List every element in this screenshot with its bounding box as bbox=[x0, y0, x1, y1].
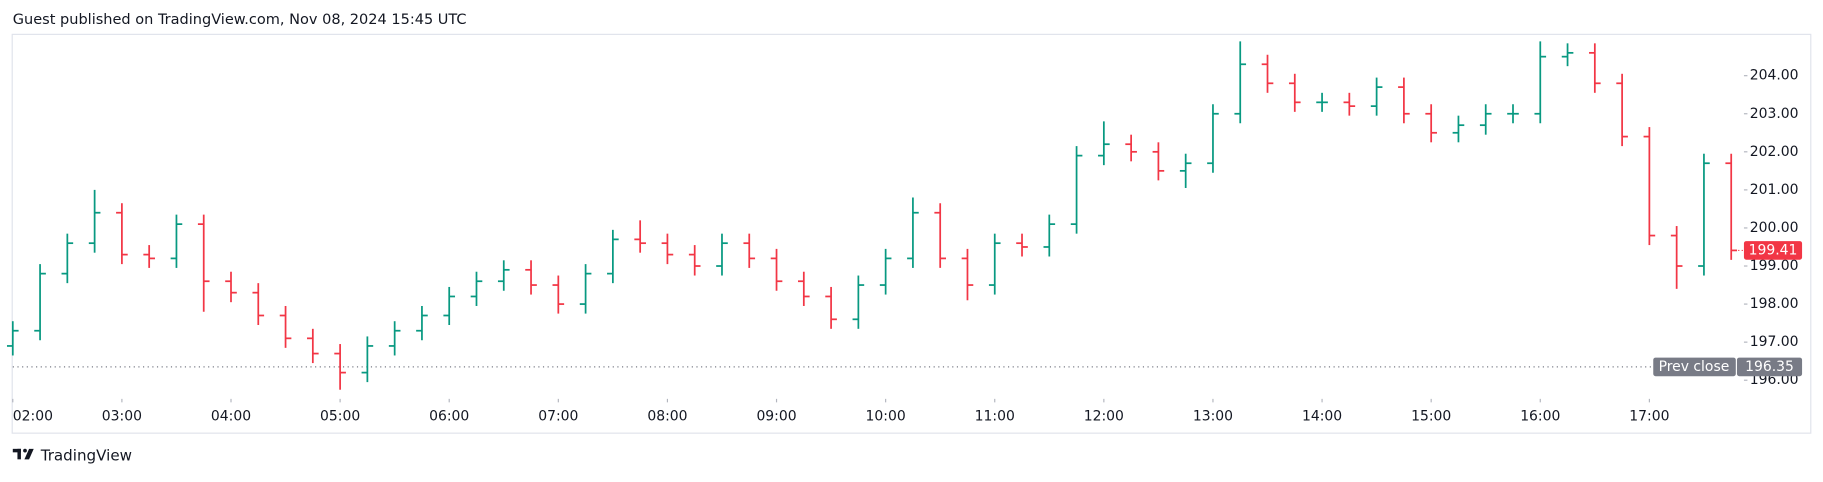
y-tick-label: 199.00 bbox=[1750, 258, 1799, 274]
x-tick-label: 05:00 bbox=[320, 408, 360, 424]
x-tick-label: 06:00 bbox=[429, 408, 469, 424]
prev-close-badge bbox=[1653, 357, 1736, 377]
x-tick-label: 09:00 bbox=[756, 408, 796, 424]
x-tick-label: 04:00 bbox=[211, 408, 251, 424]
x-tick-label: 07:00 bbox=[538, 408, 578, 424]
x-tick-label: 16:00 bbox=[1520, 408, 1560, 424]
x-tick-label: 15:00 bbox=[1411, 408, 1451, 424]
header-title: Guest published on TradingView.com, Nov … bbox=[13, 12, 467, 28]
x-tick-label: 03:00 bbox=[102, 408, 142, 424]
x-tick-label: 02:00 bbox=[13, 408, 53, 424]
y-tick-label: 198.00 bbox=[1750, 296, 1799, 312]
x-tick-label: 14:00 bbox=[1302, 408, 1342, 424]
last-price: 199.41 bbox=[1749, 242, 1798, 258]
y-tick-label: 197.00 bbox=[1750, 334, 1799, 350]
y-tick-label: 204.00 bbox=[1750, 68, 1799, 84]
prev-close-label: Prev close bbox=[1659, 359, 1730, 375]
y-tick-label: 203.00 bbox=[1750, 106, 1799, 122]
y-tick-label: 201.00 bbox=[1750, 182, 1799, 198]
y-tick-label: 202.00 bbox=[1750, 144, 1799, 160]
pane-border bbox=[11, 33, 1812, 434]
y-tick-label: 196.00 bbox=[1750, 372, 1799, 388]
x-tick-label: 13:00 bbox=[1193, 408, 1233, 424]
prev-close-price-badge bbox=[1736, 357, 1803, 377]
y-tick-label: 200.00 bbox=[1750, 220, 1799, 236]
brand: TradingView bbox=[40, 446, 132, 464]
prev-close-price: 196.35 bbox=[1745, 359, 1794, 375]
x-tick-label: 10:00 bbox=[866, 408, 906, 424]
x-tick-label: 11:00 bbox=[975, 408, 1015, 424]
x-tick-label: 08:00 bbox=[647, 408, 687, 424]
logo bbox=[12, 448, 34, 460]
last-price-badge bbox=[1743, 241, 1803, 260]
x-tick-label: 17:00 bbox=[1629, 408, 1669, 424]
x-tick-label: 12:00 bbox=[1084, 408, 1124, 424]
